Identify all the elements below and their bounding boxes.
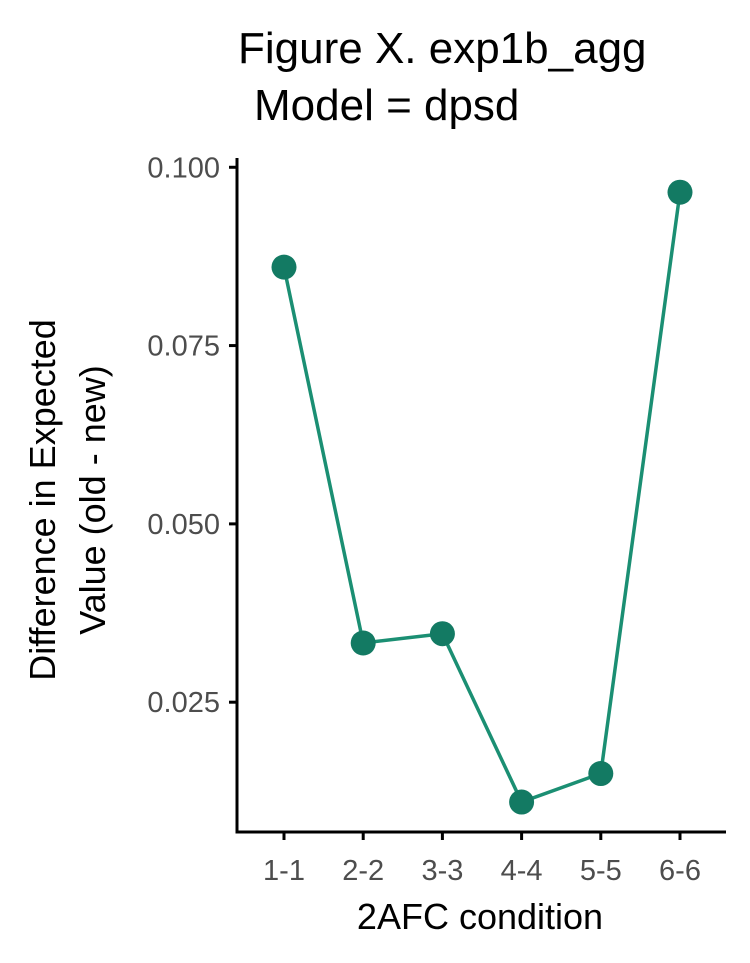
y-tick-label: 0.025 — [147, 687, 220, 719]
plot-area — [271, 179, 693, 815]
data-point — [429, 621, 455, 647]
data-point — [588, 761, 614, 787]
x-tick-label: 2-2 — [342, 855, 384, 887]
chart-title-line1: Figure X. exp1b_agg — [238, 24, 647, 73]
x-tick-label: 6-6 — [659, 855, 701, 887]
x-axis-ticks: 1-1 2-2 3-3 4-4 5-5 6-6 — [263, 832, 701, 887]
data-point — [667, 179, 693, 205]
data-point — [509, 789, 535, 815]
data-point — [350, 630, 376, 656]
y-axis-title-line1: Difference in Expected — [22, 319, 63, 681]
y-tick-label: 0.100 — [147, 152, 220, 184]
y-axis-title-line2: Value (old - new) — [72, 365, 113, 634]
x-tick-label: 5-5 — [580, 855, 622, 887]
x-tick-label: 1-1 — [263, 855, 305, 887]
data-point — [271, 254, 297, 280]
y-axis-ticks: 0.025 0.050 0.075 0.100 — [147, 152, 237, 719]
x-tick-label: 3-3 — [421, 855, 463, 887]
y-tick-label: 0.050 — [147, 509, 220, 541]
series-line — [282, 191, 682, 805]
x-tick-label: 4-4 — [501, 855, 543, 887]
y-axis-title: Difference in Expected Value (old - new) — [22, 319, 113, 681]
y-tick-label: 0.075 — [147, 331, 220, 363]
x-axis-title: 2AFC condition — [357, 896, 603, 937]
chart-title-line2: Model = dpsd — [254, 81, 519, 130]
